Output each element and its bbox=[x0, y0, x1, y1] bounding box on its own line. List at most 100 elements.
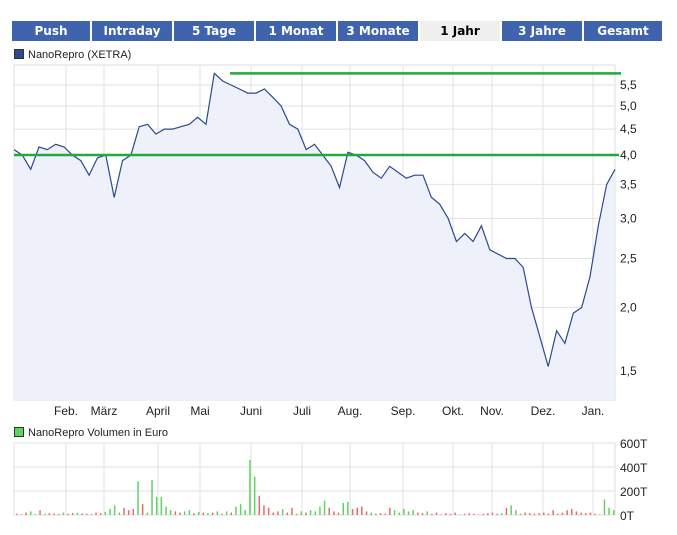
tab-3-monate[interactable]: 3 Monate bbox=[338, 21, 418, 41]
volume-bar bbox=[281, 509, 284, 515]
volume-bar bbox=[613, 510, 615, 515]
volume-y-tick-label: 0T bbox=[620, 509, 635, 523]
volume-bar bbox=[379, 513, 382, 515]
volume-bar bbox=[389, 507, 391, 515]
volume-y-tick-label: 200T bbox=[620, 485, 648, 499]
price-legend-label: NanoRepro (XETRA) bbox=[28, 49, 132, 61]
volume-bar bbox=[487, 513, 489, 515]
volume-bar bbox=[571, 509, 573, 515]
volume-bar bbox=[603, 499, 606, 515]
y-tick-label: 5,5 bbox=[620, 78, 637, 92]
volume-bar bbox=[81, 513, 83, 515]
tab-intraday[interactable]: Intraday bbox=[92, 21, 172, 41]
tab-push[interactable]: Push bbox=[12, 21, 90, 41]
volume-bar bbox=[365, 511, 368, 515]
volume-bar bbox=[109, 509, 111, 515]
tab-gesamt[interactable]: Gesamt bbox=[584, 21, 662, 41]
volume-bar bbox=[314, 511, 316, 515]
volume-bar bbox=[449, 513, 452, 515]
x-tick-label: Okt. bbox=[442, 404, 464, 418]
volume-bar bbox=[398, 512, 400, 515]
volume-bar bbox=[244, 510, 246, 515]
volume-bar bbox=[608, 507, 610, 515]
volume-bar bbox=[62, 512, 65, 515]
volume-bar bbox=[426, 511, 428, 515]
y-tick-label: 2,5 bbox=[620, 251, 637, 265]
x-tick-label: Aug. bbox=[338, 404, 363, 418]
volume-bar bbox=[482, 513, 484, 515]
volume-bar bbox=[44, 513, 46, 515]
volume-bar bbox=[48, 513, 51, 515]
volume-bar bbox=[323, 500, 326, 515]
volume-bar bbox=[183, 511, 186, 515]
volume-bar bbox=[566, 510, 568, 515]
volume-bar bbox=[417, 512, 419, 515]
volume-bar bbox=[356, 507, 358, 515]
x-tick-label: Dez. bbox=[531, 404, 556, 418]
volume-bar bbox=[160, 497, 163, 515]
volume-bar bbox=[552, 510, 554, 515]
volume-bar bbox=[16, 513, 18, 515]
volume-bar bbox=[67, 513, 69, 515]
volume-bar bbox=[295, 513, 298, 515]
volume-bar bbox=[25, 512, 27, 515]
volume-bar bbox=[403, 509, 405, 515]
x-tick-label: Nov. bbox=[480, 404, 504, 418]
volume-bar bbox=[86, 513, 88, 515]
volume-bar bbox=[258, 495, 260, 515]
volume-bar bbox=[53, 513, 55, 515]
volume-bar bbox=[594, 513, 596, 515]
volume-bar bbox=[151, 480, 153, 515]
volume-bar bbox=[375, 513, 377, 515]
volume-bar bbox=[599, 514, 601, 515]
x-tick-label: Mai bbox=[190, 404, 209, 418]
volume-bar bbox=[202, 512, 205, 515]
volume-bar bbox=[351, 509, 354, 515]
volume-bar bbox=[272, 512, 274, 515]
volume-bar bbox=[575, 511, 578, 515]
y-tick-label: 2,0 bbox=[620, 301, 637, 315]
volume-plot-area bbox=[13, 442, 616, 516]
volume-bar bbox=[524, 512, 526, 515]
tab-1-jahr[interactable]: 1 Jahr bbox=[420, 21, 500, 41]
volume-bar bbox=[137, 481, 139, 515]
tab-1-monat[interactable]: 1 Monat bbox=[256, 21, 336, 41]
y-tick-label: 4,0 bbox=[620, 148, 637, 162]
volume-bar bbox=[585, 513, 587, 515]
volume-bar bbox=[127, 510, 130, 515]
volume-bar bbox=[20, 514, 23, 515]
volume-bar bbox=[249, 459, 251, 515]
volume-bar bbox=[459, 514, 461, 515]
volume-bar bbox=[473, 513, 475, 515]
volume-bar bbox=[132, 509, 135, 515]
volume-bar bbox=[267, 507, 270, 515]
y-tick-label: 5,0 bbox=[620, 99, 637, 113]
volume-bar bbox=[155, 497, 158, 515]
volume-bar bbox=[113, 505, 116, 515]
volume-bar bbox=[118, 512, 121, 515]
volume-legend-swatch bbox=[14, 427, 24, 437]
tab-3-jahre[interactable]: 3 Jahre bbox=[502, 21, 582, 41]
volume-bar bbox=[319, 506, 321, 515]
volume-bar bbox=[188, 510, 191, 515]
volume-bar bbox=[538, 513, 540, 515]
volume-bar bbox=[370, 512, 372, 515]
volume-bar bbox=[100, 513, 102, 515]
volume-bar bbox=[39, 510, 41, 515]
volume-bar bbox=[519, 513, 522, 515]
volume-bar bbox=[30, 511, 32, 515]
volume-bar bbox=[230, 512, 232, 515]
x-tick-label: Jan. bbox=[582, 404, 605, 418]
volume-bar bbox=[333, 511, 335, 515]
tab-5-tage[interactable]: 5 Tage bbox=[174, 21, 254, 41]
volume-bar bbox=[72, 513, 74, 515]
price-legend: NanoRepro (XETRA) bbox=[14, 49, 131, 61]
volume-bar bbox=[515, 510, 517, 515]
volume-bar bbox=[477, 514, 480, 515]
y-tick-label: 4,5 bbox=[620, 122, 637, 136]
price-legend-swatch bbox=[14, 49, 24, 59]
volume-bar bbox=[342, 503, 344, 515]
volume-bar bbox=[309, 510, 312, 515]
volume-bar bbox=[104, 512, 107, 515]
